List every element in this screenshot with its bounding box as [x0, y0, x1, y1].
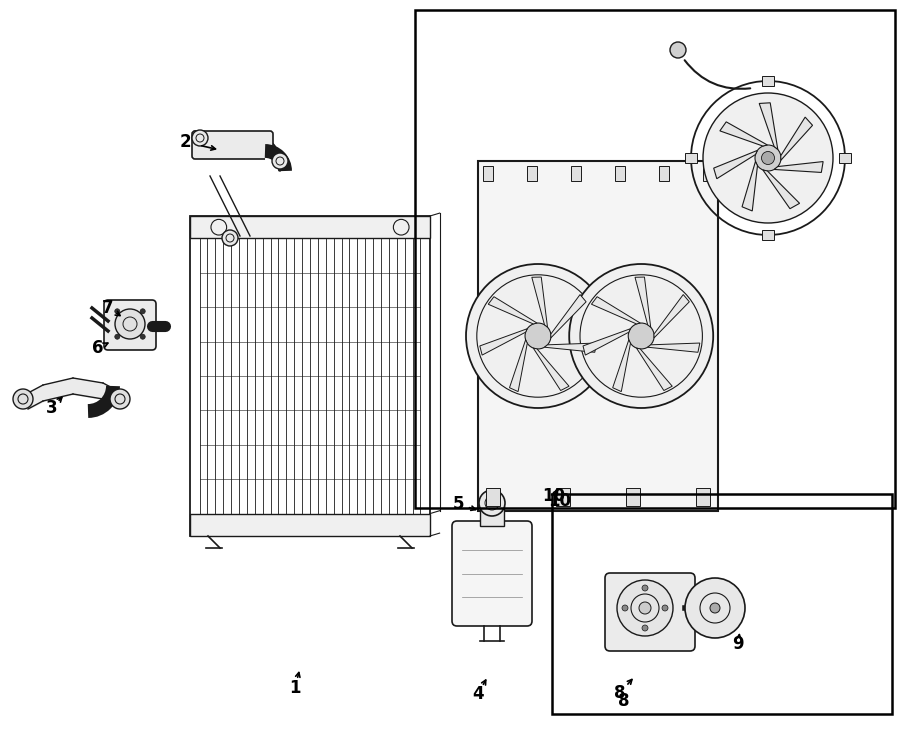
Circle shape: [662, 605, 668, 611]
Circle shape: [569, 264, 713, 408]
Bar: [486, 488, 500, 506]
Text: 8: 8: [618, 692, 630, 710]
Text: 6: 6: [92, 339, 104, 357]
Text: 9: 9: [733, 635, 743, 653]
Polygon shape: [532, 277, 547, 327]
Polygon shape: [760, 103, 778, 150]
Polygon shape: [774, 162, 824, 172]
Circle shape: [622, 605, 628, 611]
Polygon shape: [480, 329, 527, 355]
Bar: [483, 166, 493, 181]
Bar: [762, 230, 774, 240]
Circle shape: [685, 578, 745, 638]
Circle shape: [617, 580, 673, 636]
Circle shape: [670, 42, 686, 58]
Circle shape: [110, 389, 130, 409]
Text: 8: 8: [614, 684, 626, 702]
Circle shape: [115, 308, 120, 314]
Bar: [839, 153, 851, 163]
Bar: [703, 166, 713, 181]
Circle shape: [710, 603, 720, 613]
Bar: [696, 488, 710, 506]
Text: 5: 5: [452, 495, 464, 513]
Text: 1: 1: [289, 679, 301, 697]
Circle shape: [140, 334, 145, 339]
Polygon shape: [635, 277, 651, 327]
FancyBboxPatch shape: [605, 573, 695, 651]
Circle shape: [642, 625, 648, 631]
FancyBboxPatch shape: [104, 300, 156, 350]
Bar: [415, 10, 895, 508]
Polygon shape: [591, 296, 640, 324]
Circle shape: [140, 308, 145, 314]
Bar: [190, 216, 430, 536]
Bar: [478, 161, 718, 511]
Circle shape: [761, 151, 775, 165]
Polygon shape: [534, 348, 569, 391]
Text: 2: 2: [179, 133, 191, 151]
Bar: [480, 506, 504, 526]
Polygon shape: [781, 117, 813, 160]
Circle shape: [272, 153, 288, 169]
Text: 10: 10: [548, 492, 572, 510]
Polygon shape: [583, 329, 631, 355]
FancyBboxPatch shape: [452, 521, 532, 626]
Circle shape: [192, 130, 208, 146]
Polygon shape: [488, 296, 537, 324]
Bar: [659, 166, 669, 181]
Circle shape: [703, 93, 833, 223]
Text: 3: 3: [46, 399, 58, 417]
Circle shape: [755, 145, 781, 171]
Text: 7: 7: [103, 299, 113, 317]
Bar: [571, 166, 581, 181]
Bar: [527, 166, 537, 181]
Polygon shape: [654, 295, 689, 338]
Polygon shape: [636, 348, 672, 391]
Polygon shape: [742, 162, 758, 211]
FancyBboxPatch shape: [192, 131, 273, 159]
Circle shape: [222, 230, 238, 246]
Circle shape: [115, 309, 145, 339]
Circle shape: [525, 323, 551, 349]
Bar: [762, 76, 774, 86]
Circle shape: [479, 490, 505, 516]
Polygon shape: [544, 343, 597, 352]
Polygon shape: [551, 295, 586, 338]
Text: 10: 10: [543, 487, 565, 505]
Polygon shape: [720, 122, 768, 146]
Circle shape: [115, 334, 120, 339]
Polygon shape: [509, 339, 527, 392]
Polygon shape: [648, 343, 700, 352]
Polygon shape: [763, 170, 799, 209]
Bar: [615, 166, 625, 181]
Polygon shape: [613, 339, 631, 392]
Bar: [685, 153, 697, 163]
Bar: [190, 216, 430, 238]
Circle shape: [639, 602, 651, 614]
Bar: [556, 488, 570, 506]
Circle shape: [628, 323, 654, 349]
Circle shape: [13, 389, 33, 409]
Circle shape: [466, 264, 610, 408]
Polygon shape: [714, 150, 758, 178]
Circle shape: [642, 585, 648, 591]
Bar: [552, 494, 892, 714]
Text: 4: 4: [472, 685, 484, 703]
Bar: [626, 488, 640, 506]
Bar: [190, 513, 430, 536]
